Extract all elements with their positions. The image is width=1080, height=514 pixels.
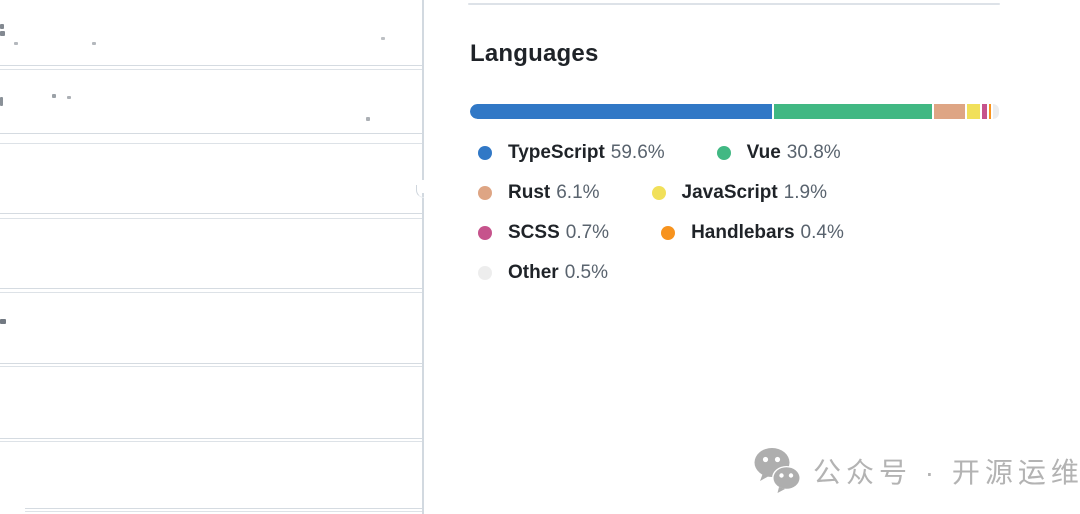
table-row-border	[0, 438, 423, 439]
text-remnant	[366, 117, 370, 121]
legend-row: Other 0.5%	[478, 253, 1038, 293]
bar-segment-vue[interactable]	[774, 104, 932, 119]
table-row-border	[25, 511, 423, 512]
vue-color-dot	[716, 146, 731, 160]
language-name: JavaScript	[681, 182, 778, 203]
table-row-border	[0, 363, 423, 364]
table-row-border	[0, 69, 423, 70]
language-name: TypeScript	[508, 142, 605, 163]
language-percent: 30.8%	[786, 142, 841, 163]
legend-item-other[interactable]: Other 0.5%	[478, 262, 608, 284]
table-row-border	[0, 366, 423, 367]
language-name: SCSS	[508, 222, 560, 243]
language-percent: 0.5%	[564, 262, 608, 283]
tooltip-corner-remnant	[416, 185, 424, 198]
table-right-border	[422, 193, 424, 514]
bar-segment-rust[interactable]	[934, 104, 965, 119]
rust-color-dot	[478, 186, 492, 200]
text-remnant	[52, 94, 56, 98]
scss-color-dot	[478, 226, 492, 240]
legend-item-scss[interactable]: SCSS 0.7%	[478, 222, 609, 244]
table-row-border	[0, 213, 423, 214]
language-name: Vue	[746, 142, 781, 163]
language-name: Handlebars	[691, 222, 795, 243]
text-remnant	[0, 24, 4, 29]
legend-item-handlebars[interactable]: Handlebars 0.4%	[661, 222, 844, 244]
legend-item-javascript[interactable]: JavaScript 1.9%	[651, 182, 827, 204]
language-percent: 6.1%	[556, 182, 600, 203]
table-row-border	[0, 143, 423, 144]
legend-item-vue[interactable]: Vue 30.8%	[716, 142, 841, 164]
table-row-border	[0, 288, 423, 289]
legend-row: Rust 6.1% JavaScript 1.9%	[478, 173, 1038, 213]
table-right-border	[422, 0, 424, 180]
text-remnant	[14, 42, 18, 45]
bar-segment-javascript[interactable]	[967, 104, 980, 119]
language-bar[interactable]	[470, 104, 1001, 119]
section-divider	[468, 3, 1000, 5]
language-legend: TypeScript 59.6% Vue 30.8% Rust 6.1% JavaScrip…	[478, 133, 1038, 293]
text-remnant	[0, 31, 5, 36]
bar-segment-typescript[interactable]	[470, 104, 772, 119]
languages-heading: Languages	[470, 40, 599, 67]
legend-item-rust[interactable]: Rust 6.1%	[478, 182, 600, 204]
handlebars-color-dot	[661, 226, 676, 240]
legend-item-typescript[interactable]: TypeScript 59.6%	[478, 142, 665, 164]
language-name: Rust	[508, 182, 551, 203]
table-row-border	[0, 133, 423, 134]
bar-segment-handlebars[interactable]	[989, 104, 991, 119]
table-row-border	[0, 218, 423, 219]
javascript-color-dot	[651, 186, 666, 200]
table-row-border	[0, 65, 423, 66]
table-row-border	[0, 292, 423, 293]
other-color-dot	[478, 266, 492, 280]
language-percent: 1.9%	[783, 182, 827, 203]
text-remnant	[0, 97, 3, 106]
language-percent: 0.7%	[565, 222, 610, 243]
table-row-border	[25, 508, 423, 509]
typescript-color-dot	[478, 146, 492, 160]
language-percent: 59.6%	[610, 142, 665, 163]
legend-row: SCSS 0.7% Handlebars 0.4%	[478, 213, 1038, 253]
text-remnant	[0, 319, 6, 324]
bar-segment-scss[interactable]	[982, 104, 987, 119]
table-row-border	[0, 441, 423, 442]
legend-row: TypeScript 59.6% Vue 30.8%	[478, 133, 1038, 173]
bar-segment-other[interactable]	[993, 104, 999, 119]
text-remnant	[67, 96, 71, 99]
text-remnant	[92, 42, 96, 45]
repo-sidebar-languages-section: Languages TypeScript 59.6% Vue 30.8% Rust 6.1…	[468, 0, 1080, 514]
language-name: Other	[508, 262, 559, 283]
text-remnant	[381, 37, 385, 40]
language-percent: 0.4%	[800, 222, 844, 243]
